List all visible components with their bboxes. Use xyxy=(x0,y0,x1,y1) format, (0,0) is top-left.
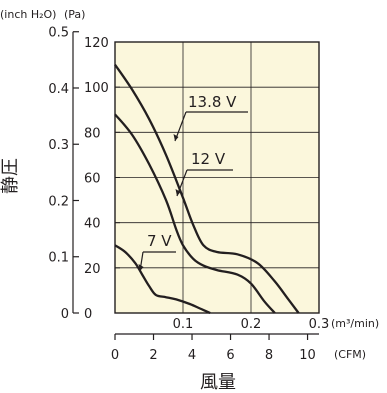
y-inch-unit-label: (inch H₂O) xyxy=(0,8,56,21)
y-axis-title: 静圧 xyxy=(0,158,21,194)
y-pa-tick-label: 60 xyxy=(84,172,101,187)
label-arrowhead-0 xyxy=(173,134,179,141)
y-inch-tick-label: 0.3 xyxy=(48,138,69,153)
y-pa-tick-label: 0 xyxy=(84,307,92,322)
x-cfm-tick-label: 8 xyxy=(265,348,273,363)
x-cfm-tick-label: 4 xyxy=(188,348,196,363)
y-pa-unit-label: (Pa) xyxy=(64,8,85,21)
x-m3-unit-label: (m³/min) xyxy=(331,317,379,330)
series-labels: 13.8 V 12 V 7 V xyxy=(138,93,248,272)
series-label-2: 7 V xyxy=(147,232,172,250)
y-inch-tick-label: 0.2 xyxy=(48,194,69,209)
y-pa-tick-label: 120 xyxy=(84,36,109,51)
x-m3-tick-label: 0.2 xyxy=(241,317,262,332)
x-m3-tick-label: 0.1 xyxy=(173,317,194,332)
y-inch-tick-label: 0.5 xyxy=(48,26,69,41)
x-cfm-tick-label: 10 xyxy=(299,348,316,363)
y-pa-tick-label: 40 xyxy=(84,217,101,232)
series-line-2 xyxy=(114,244,211,315)
label-arrowhead-1 xyxy=(175,189,181,196)
series-label-0: 13.8 V xyxy=(188,93,237,111)
pq-curves xyxy=(114,63,300,315)
y-pa-tick-label: 100 xyxy=(84,81,109,96)
series-label-1: 12 V xyxy=(191,150,226,168)
y-inch-tick-label: 0 xyxy=(61,307,69,322)
x-cfm-tick-label: 6 xyxy=(226,348,234,363)
series-line-0 xyxy=(114,63,300,314)
y-pa-tick-label: 80 xyxy=(84,126,101,141)
x-cfm-unit-label: (CFM) xyxy=(334,348,366,361)
label-arrowhead-2 xyxy=(138,264,144,271)
series-line-1 xyxy=(114,113,276,314)
x-axis-title: 風量 xyxy=(200,372,236,393)
y-inch-tick-label: 0.1 xyxy=(48,251,69,266)
y-pa-tick-label: 20 xyxy=(84,262,101,277)
x-m3-tick-label: 0.3 xyxy=(309,317,330,332)
x-cfm-tick-label: 2 xyxy=(149,348,157,363)
y-inch-tick-label: 0.4 xyxy=(48,82,69,97)
x-cfm-tick-label: 0 xyxy=(111,348,119,363)
